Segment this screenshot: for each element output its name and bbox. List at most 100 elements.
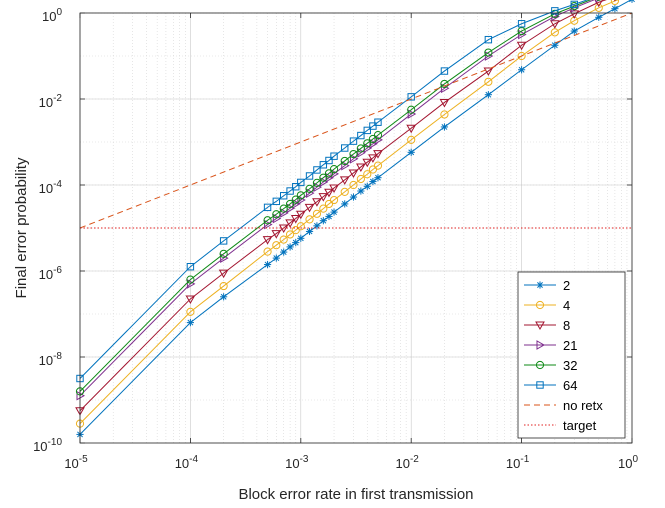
x-tick-label: 100 [618, 454, 638, 471]
data-point [292, 239, 300, 247]
data-point [219, 281, 228, 291]
data-point [271, 230, 282, 239]
plot-frame [79, 12, 633, 444]
tick-exponent: 0 [632, 454, 638, 465]
data-point [363, 170, 372, 179]
data-point [292, 199, 301, 209]
data-point [330, 168, 340, 179]
data-point [373, 150, 383, 159]
data-point [312, 178, 322, 187]
series-line [79, 0, 596, 397]
tick-exponent: -3 [300, 454, 309, 465]
data-point [263, 216, 272, 225]
data-point [286, 187, 294, 195]
data-point [319, 161, 328, 169]
data-point [594, 3, 603, 12]
data-point [220, 253, 229, 263]
data-point [325, 172, 334, 183]
data-point [186, 307, 195, 316]
data-point [319, 173, 328, 182]
data-point [330, 152, 338, 160]
legend-item: 4 [524, 298, 570, 313]
legend-label: 21 [563, 338, 577, 353]
data-point [407, 93, 415, 101]
data-point [186, 319, 194, 327]
data-point [340, 187, 349, 196]
data-point [218, 269, 229, 279]
data-point [319, 204, 328, 213]
legend-item: 32 [524, 358, 577, 373]
data-point [440, 110, 449, 119]
tick-base: 10 [506, 456, 520, 471]
data-point [296, 191, 305, 200]
data-point [369, 138, 378, 149]
data-point [329, 195, 339, 205]
data-point [570, 0, 578, 9]
data-point [517, 20, 526, 28]
series-32 [75, 0, 602, 396]
data-point [305, 227, 314, 236]
data-point [186, 263, 195, 271]
tick-base: 10 [175, 456, 189, 471]
data-point [407, 135, 416, 144]
data-point [324, 188, 334, 198]
data-point [407, 105, 416, 114]
data-point [291, 195, 300, 204]
data-point [349, 193, 358, 201]
data-point [349, 137, 358, 145]
data-point [305, 184, 314, 193]
data-point [549, 20, 560, 29]
data-point [536, 381, 544, 389]
tick-base: 10 [39, 95, 53, 110]
data-point [185, 295, 196, 304]
legend-label: 2 [563, 278, 570, 293]
tick-exponent: -4 [53, 179, 62, 190]
data-point [324, 169, 334, 178]
data-point [484, 51, 494, 61]
data-point [306, 188, 315, 199]
data-point [374, 118, 382, 126]
data-point [272, 210, 281, 219]
data-point [535, 360, 545, 370]
tick-base: 10 [396, 456, 410, 471]
series-64 [76, 0, 589, 383]
data-point [305, 215, 314, 224]
tick-exponent: -2 [410, 454, 419, 465]
legend-label: target [563, 418, 597, 433]
tick-exponent: -4 [189, 454, 198, 465]
tick-base: 10 [33, 439, 47, 454]
y-tick-label: 10-6 [39, 265, 63, 282]
data-point [329, 184, 339, 194]
data-point [363, 139, 372, 148]
data-point [313, 166, 321, 174]
series-no-retx [79, 12, 633, 229]
legend-label: 4 [563, 298, 570, 313]
data-point [272, 197, 281, 206]
data-point [407, 148, 415, 156]
data-point [297, 234, 305, 242]
data-point [611, 5, 619, 13]
data-point [296, 222, 305, 231]
data-point [373, 161, 383, 170]
data-point [518, 66, 526, 74]
data-point [318, 193, 329, 202]
data-point [484, 48, 493, 57]
y-axis-label: Final error probability [13, 157, 30, 298]
series-8 [75, 0, 616, 416]
data-point [368, 154, 378, 163]
data-point [313, 182, 322, 193]
y-tick-label: 10-10 [33, 437, 62, 454]
x-tick-label: 10-2 [396, 454, 420, 471]
data-point [290, 215, 301, 224]
data-point [518, 29, 527, 40]
data-point [295, 210, 306, 220]
tick-base: 10 [618, 456, 632, 471]
data-point [330, 208, 338, 216]
data-point [363, 182, 371, 190]
data-point [357, 131, 365, 140]
data-point [356, 144, 365, 153]
tick-base: 10 [39, 267, 53, 282]
data-point [570, 27, 578, 35]
data-point [340, 156, 349, 166]
